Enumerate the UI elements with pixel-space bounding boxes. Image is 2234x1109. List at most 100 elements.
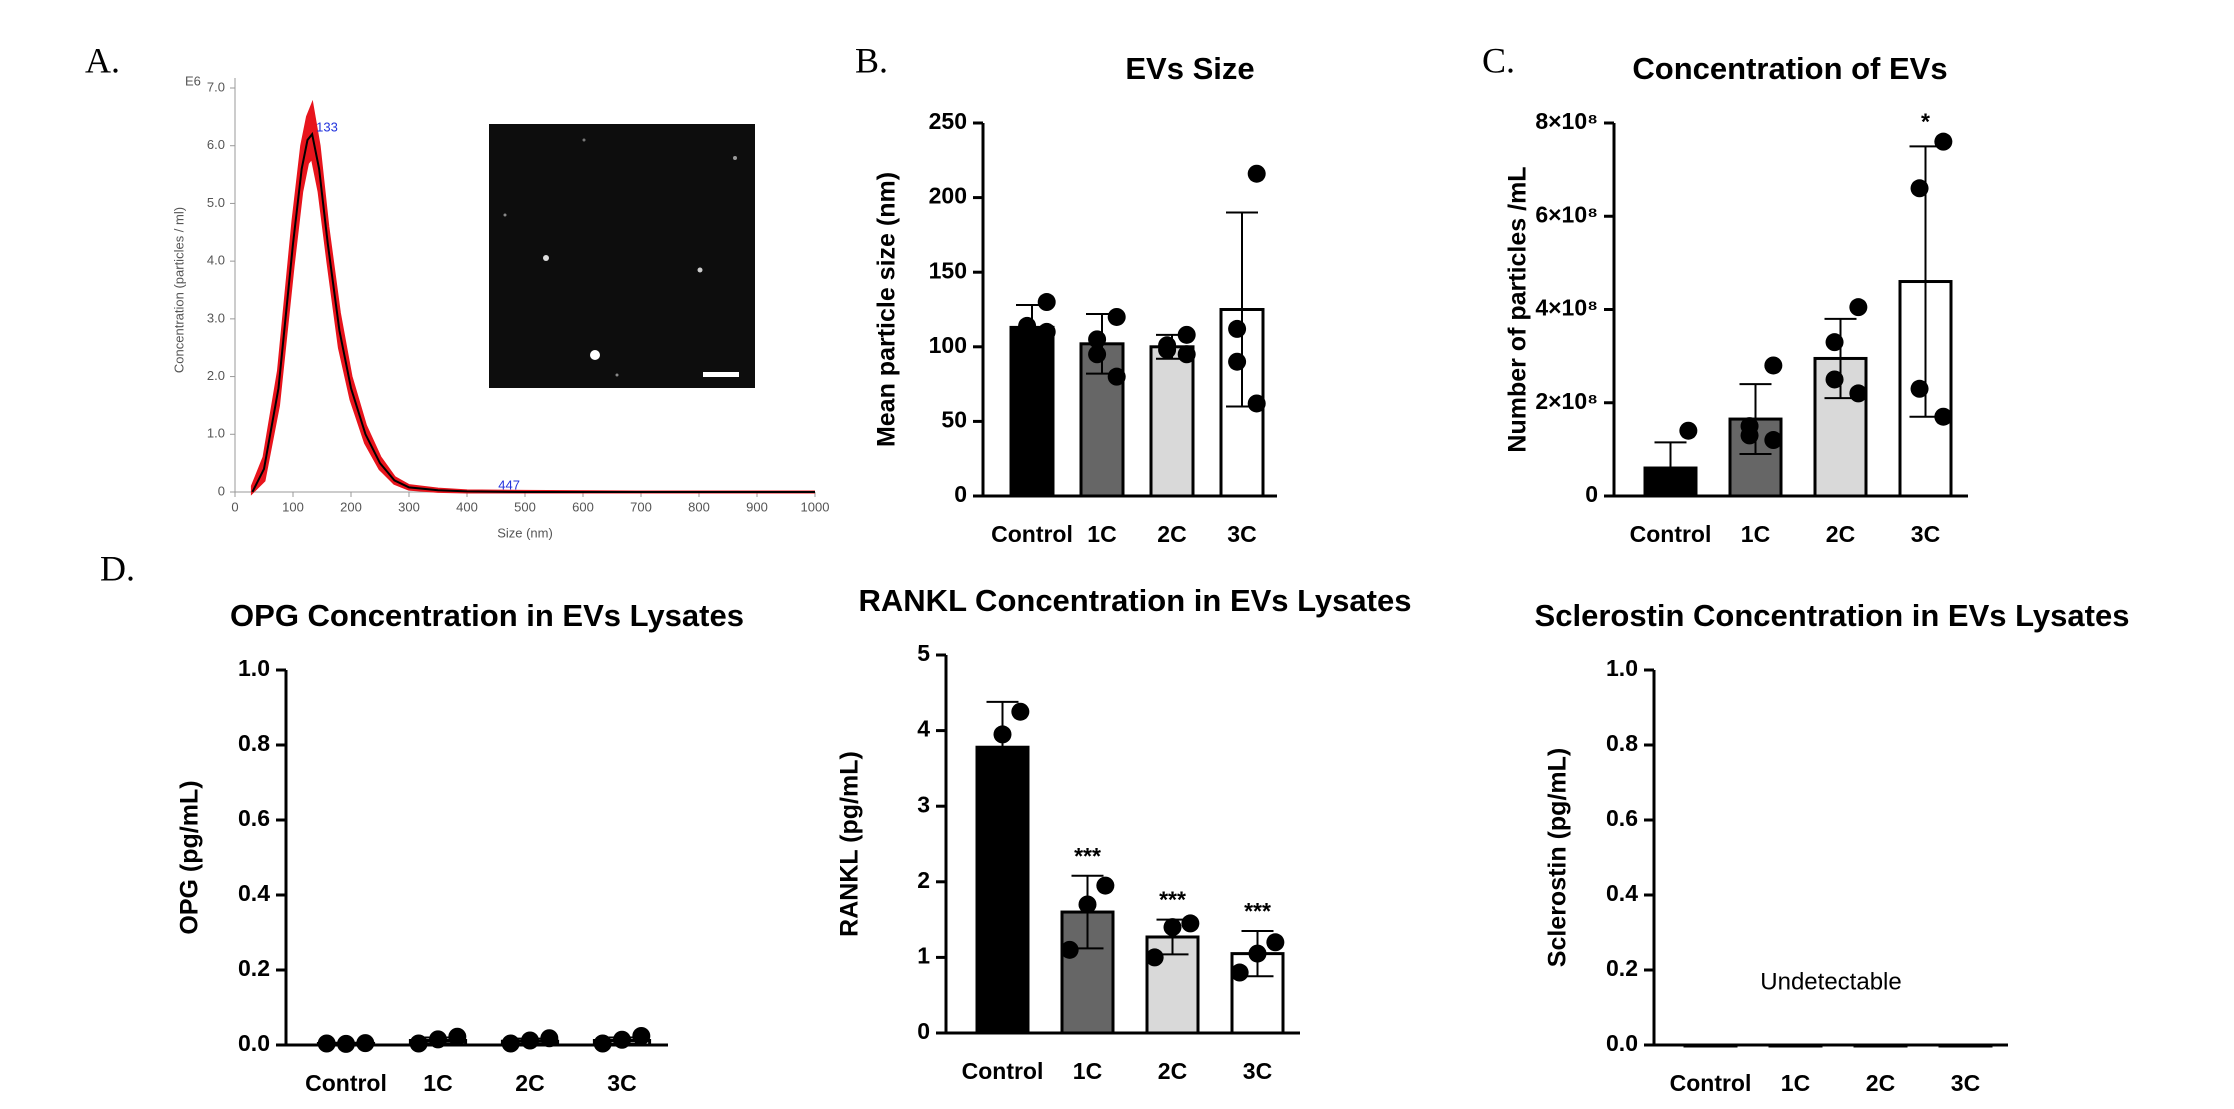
y-tick-label: 4×10⁸ [1535,295,1598,321]
data-point [1764,431,1783,450]
y-tick-label: 0 [1585,481,1598,507]
significance: *** [1159,887,1186,913]
data-point [1266,933,1285,952]
bar [1149,345,1195,498]
x-tick-label: 1C [1087,521,1116,547]
x-tick-label: 1C [423,1070,452,1096]
x-tick-label: Control [1630,521,1712,547]
x-tick-label: 3C [1951,1070,1980,1096]
chart-title: Concentration of EVs [1632,51,1947,86]
y-tick-label: 2×10⁸ [1535,388,1598,414]
significance: *** [1244,898,1271,924]
x-tick-label: 100 [282,499,304,514]
x-axis-label: Size (nm) [497,525,553,540]
data-point [1825,370,1844,389]
x-tick-label: 1C [1741,521,1770,547]
data-point [1181,914,1200,933]
y-tick-label: 50 [941,406,967,432]
y-tick-label: 0.4 [238,880,270,906]
chart-title: EVs Size [1125,51,1254,86]
data-point [448,1027,467,1046]
data-point [540,1029,559,1048]
y-tick-label: 200 [929,183,967,209]
particle [582,138,586,142]
data-point [1849,298,1868,317]
panel-label: A. [85,40,120,80]
x-tick-label: Control [305,1070,387,1096]
y-tick-label: 0.0 [1606,1030,1638,1056]
y-tick-label: 0.6 [1606,805,1638,831]
data-point [1228,319,1247,338]
x-tick-label: Control [962,1058,1044,1084]
data-point [1011,702,1030,721]
bar [1853,1043,1908,1048]
y-axis-label: Mean particle size (nm) [873,172,901,447]
y-tick-label: 250 [929,108,967,134]
x-tick-label: Control [1670,1070,1752,1096]
data-point [632,1027,651,1045]
data-point [613,1030,631,1049]
panel-label: D. [100,548,135,588]
data-point [1679,473,1698,492]
particle [590,350,600,360]
inset-micrograph [489,124,755,388]
x-tick-label: 500 [514,499,536,514]
x-tick-label: 1C [1073,1058,1102,1084]
significance: * [1921,109,1930,135]
data-point [1247,394,1266,413]
data-point [1037,293,1056,312]
y-axis-label: Sclerostin (pg/mL) [1544,748,1572,967]
x-tick-label: 200 [340,499,362,514]
y-tick-label: 0.2 [238,955,270,981]
data-point [521,1031,539,1050]
data-point [1078,895,1097,914]
data-point [1934,407,1953,426]
scale-bar [703,372,739,377]
data-point [1248,944,1267,963]
x-tick-label: 3C [1227,521,1256,547]
y-tick-label: 0 [954,481,967,507]
y-tick-label: 0.0 [238,1030,270,1056]
data-point [409,1034,428,1053]
data-point [1060,940,1079,959]
y-tick-label: 1.0 [207,426,225,441]
x-tick-label: 400 [456,499,478,514]
particle [697,267,703,273]
y-tick-label: 0 [917,1018,930,1044]
data-point [356,1034,375,1053]
y-tick-label: 3.0 [207,310,225,325]
data-point [1177,325,1196,344]
y-tick-label: 0 [218,483,225,498]
particle [733,156,737,160]
y-tick-label: 5.0 [207,195,225,210]
bar [1683,1043,1738,1048]
chart-title: Sclerostin Concentration in EVs Lysates [1535,598,2130,633]
x-tick-label: 2C [1157,521,1186,547]
y-tick-label: 6×10⁸ [1535,201,1598,227]
y-multiplier: E6 [185,73,201,88]
y-tick-label: 6.0 [207,137,225,152]
y-tick-label: 1 [917,942,930,968]
data-point [1228,352,1247,371]
y-axis-label: Number of particles /mL [1504,166,1532,452]
x-tick-label: 3C [1911,521,1940,547]
chart-title: RANKL Concentration in EVs Lysates [859,583,1412,618]
data-point [1037,322,1056,341]
data-point [429,1030,447,1049]
x-tick-label: 3C [607,1070,636,1096]
x-tick-label: 3C [1243,1058,1272,1084]
x-tick-label: 2C [1866,1070,1895,1096]
data-point [1088,345,1107,364]
y-tick-label: 8×10⁸ [1535,108,1598,134]
data-point [975,785,994,804]
data-point [1825,333,1844,352]
x-tick-label: 800 [688,499,710,514]
data-point [1910,179,1929,198]
x-tick-label: 600 [572,499,594,514]
y-tick-label: 4.0 [207,253,225,268]
data-point [1849,384,1868,403]
data-point [1107,307,1126,326]
annotation: 133 [316,120,338,135]
